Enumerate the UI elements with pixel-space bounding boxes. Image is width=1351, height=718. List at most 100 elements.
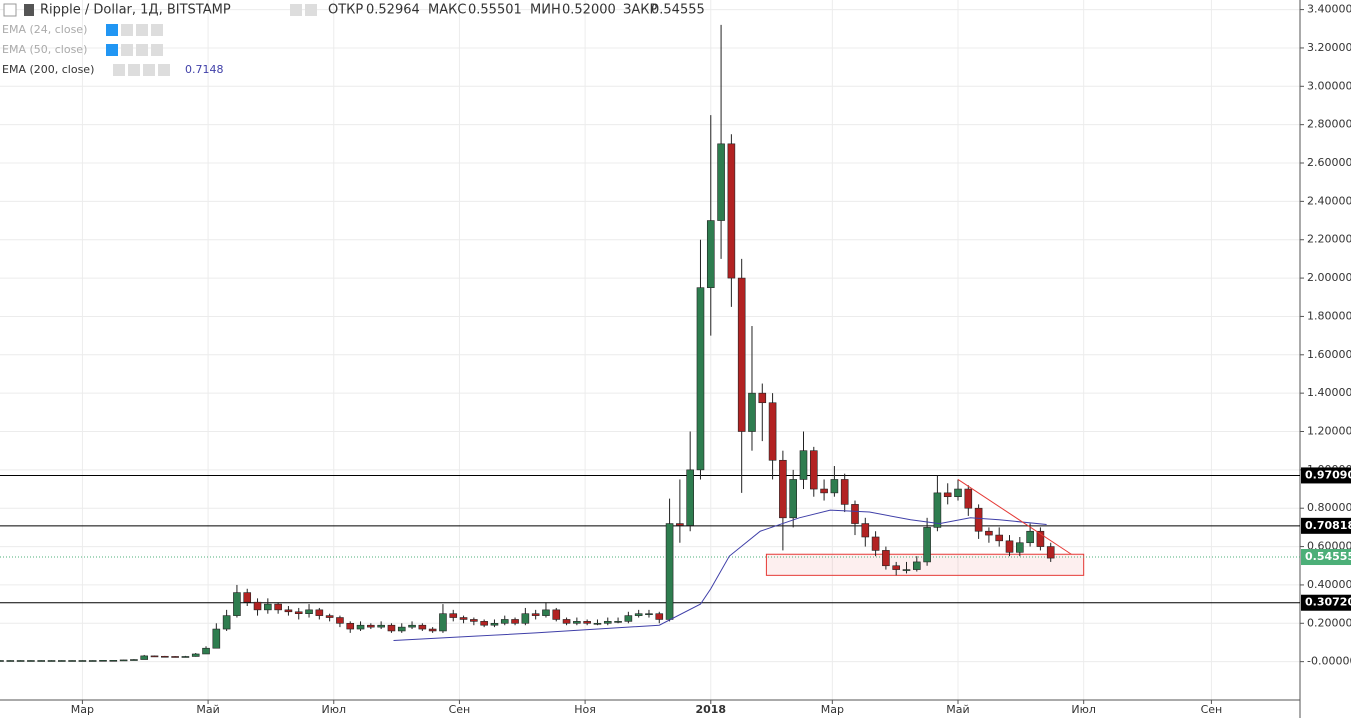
candle-body	[995, 534, 1004, 542]
eye-icon[interactable]	[106, 24, 118, 36]
candle-body	[1016, 542, 1024, 553]
y-tick-label: 2.20000	[1307, 233, 1351, 246]
y-tick-label: 3.00000	[1307, 79, 1351, 92]
candle-body	[480, 621, 488, 626]
add-icon[interactable]	[136, 24, 148, 36]
candle-body	[912, 561, 921, 570]
candle-body	[243, 592, 252, 603]
candle-body	[542, 609, 550, 616]
candle-body	[88, 660, 97, 662]
candle-body	[882, 550, 890, 567]
y-tick-label: 1.20000	[1307, 425, 1351, 438]
settings-icon[interactable]	[121, 24, 133, 36]
candle-body	[336, 617, 344, 624]
candle-body	[439, 613, 447, 632]
candle-body	[562, 619, 571, 624]
level-label-box	[1301, 467, 1351, 484]
candle-body	[737, 277, 746, 432]
candle-body	[779, 459, 787, 519]
candle-body	[943, 492, 952, 498]
x-tick-label: 2018	[695, 703, 726, 716]
y-tick-label: 1.40000	[1307, 386, 1351, 399]
candle-body	[356, 624, 365, 630]
candle-body	[78, 660, 87, 662]
y-tick-label: 1.80000	[1307, 309, 1351, 322]
eye-icon[interactable]	[113, 64, 125, 76]
y-tick-label: -0.00000	[1307, 655, 1351, 668]
candle-body	[964, 488, 973, 509]
x-tick-label: Июл	[1071, 703, 1096, 716]
candle-body	[109, 660, 118, 662]
candle-body	[1005, 540, 1014, 553]
indicator-name[interactable]: EMA (200, close)	[2, 63, 94, 76]
candle-body	[758, 392, 767, 404]
candle-body	[1036, 530, 1045, 547]
low-value: 0.52000	[562, 3, 616, 18]
candle-body	[490, 622, 499, 626]
close-icon[interactable]	[158, 64, 170, 76]
candle-body	[954, 488, 962, 498]
high-value: 0.55501	[468, 3, 522, 18]
candle-body	[130, 659, 138, 661]
candle-body	[305, 609, 313, 614]
candle-body	[459, 617, 468, 620]
low-label: МИН	[530, 3, 561, 18]
candle-body	[686, 469, 694, 526]
settings-icon[interactable]	[121, 44, 133, 56]
candle-body	[985, 530, 993, 536]
candle-body	[161, 655, 169, 658]
y-tick-label: 2.40000	[1307, 194, 1351, 207]
candle-body	[58, 660, 66, 662]
eye-icon[interactable]	[290, 4, 302, 16]
close-icon[interactable]	[151, 44, 163, 56]
indicator-name[interactable]: EMA (24, close)	[2, 23, 87, 36]
candle-body	[274, 603, 282, 611]
candle-body	[830, 479, 839, 494]
candle-body	[727, 143, 736, 279]
add-icon[interactable]	[136, 44, 148, 56]
candle-body	[449, 613, 458, 618]
candle-body	[325, 615, 334, 618]
x-tick-label: Сен	[449, 703, 471, 716]
candle-body	[470, 619, 478, 622]
ema-line	[393, 509, 1047, 642]
candle-body	[0, 660, 4, 662]
candle-body	[696, 287, 705, 471]
candle-body	[851, 504, 859, 524]
eye-icon[interactable]	[106, 44, 118, 56]
level-label: 0.70818	[1305, 519, 1351, 532]
y-tick-label: 0.80000	[1307, 501, 1351, 514]
plot-background	[0, 0, 1300, 700]
candle-body	[294, 611, 303, 614]
candle-body	[665, 523, 674, 620]
candle-body	[902, 569, 911, 571]
candle-body	[789, 479, 797, 519]
settings-icon[interactable]	[128, 64, 140, 76]
candle-body	[119, 659, 128, 662]
indicator-name[interactable]: EMA (50, close)	[2, 43, 87, 56]
x-tick-label: Май	[196, 703, 219, 716]
candle-body	[603, 621, 612, 624]
candle-body	[1026, 530, 1034, 544]
candle-body	[933, 492, 942, 528]
candle-body	[408, 624, 416, 628]
candle-body	[655, 613, 664, 620]
y-tick-label: 2.60000	[1307, 156, 1351, 169]
x-tick-label: Сен	[1201, 703, 1223, 716]
candle-body	[593, 622, 602, 625]
settings-icon[interactable]	[305, 4, 317, 16]
close-icon[interactable]	[151, 24, 163, 36]
candle-body	[923, 527, 931, 563]
candle-body	[820, 488, 828, 494]
candle-body	[346, 622, 355, 630]
collapse-icon[interactable]	[3, 3, 17, 17]
trendline	[957, 479, 1072, 555]
candle-body	[706, 220, 715, 288]
candle-body	[634, 613, 643, 616]
candle-body	[676, 523, 684, 526]
candle-body	[768, 402, 777, 461]
candle-body	[892, 565, 900, 570]
add-icon[interactable]	[143, 64, 155, 76]
